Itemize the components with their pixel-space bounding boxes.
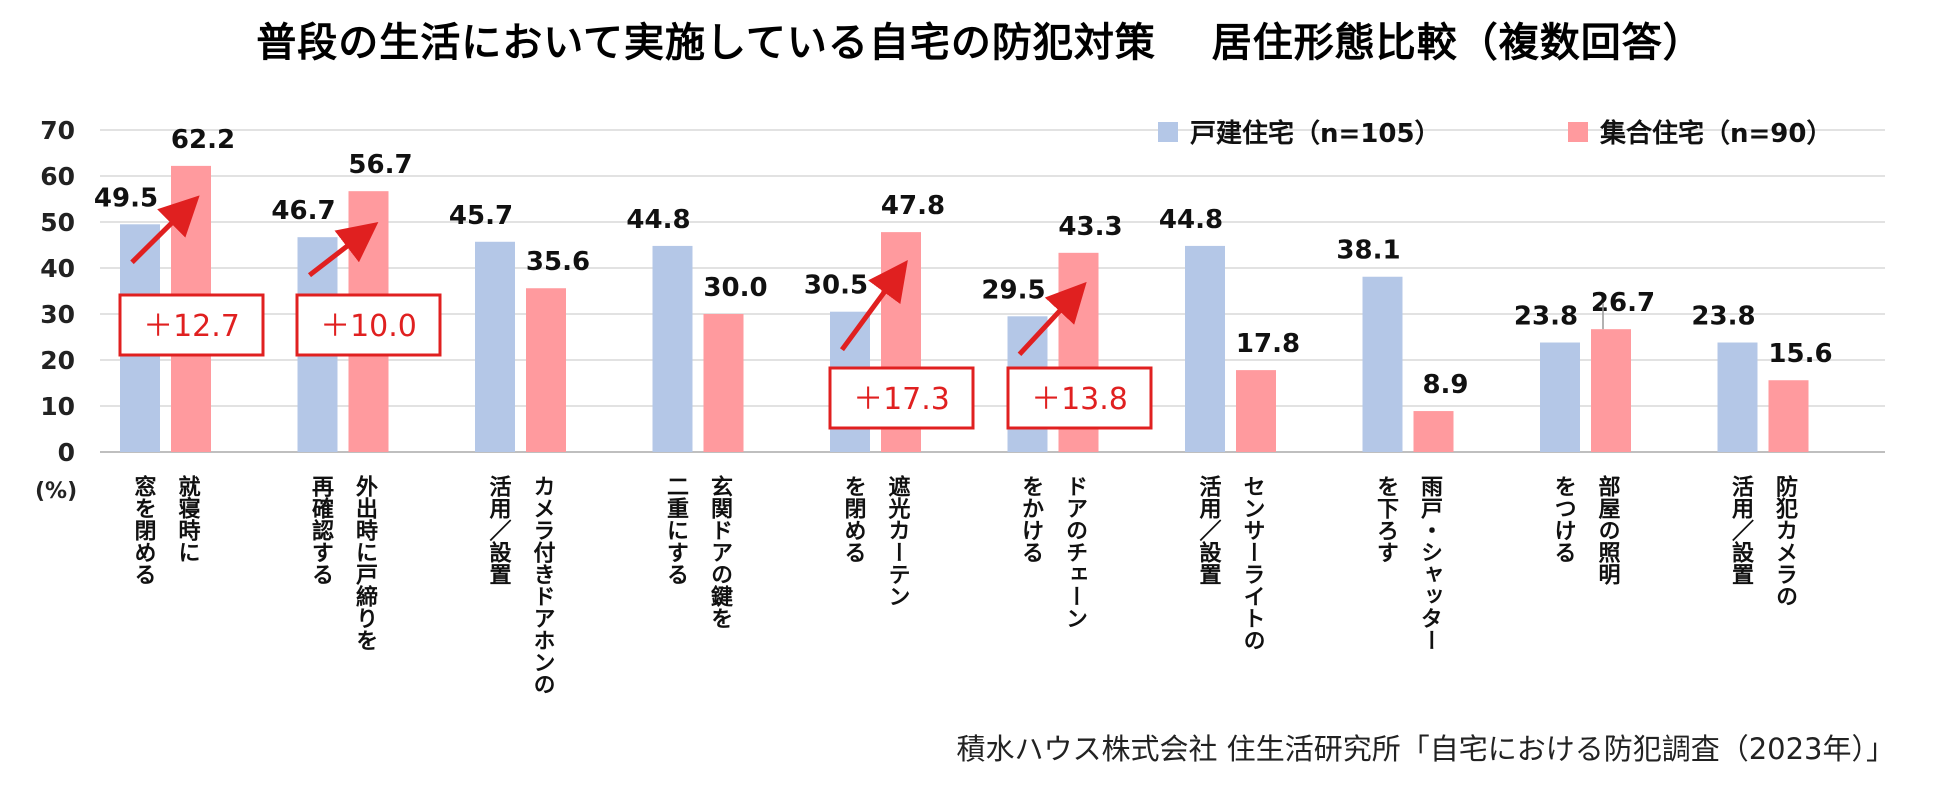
data-label: 38.1 <box>1336 236 1400 266</box>
data-label: 45.7 <box>449 201 513 231</box>
bar-detached-house <box>1362 276 1403 452</box>
category-label: 部屋の照明 <box>1595 474 1621 586</box>
difference-label: ＋17.3 <box>853 382 950 417</box>
category-label: 防犯カメラの <box>1772 475 1799 607</box>
category-label: 再確認する <box>308 475 334 585</box>
category-label: 活用／設置 <box>486 475 512 585</box>
chart-title: 普段の生活において実施している自宅の防犯対策 居住形態比較（複数回答） <box>256 20 1704 66</box>
bar-detached-house <box>1717 342 1758 452</box>
bar-apartment <box>703 314 744 452</box>
category-label: ドアのチェーン <box>1062 475 1087 629</box>
data-label: 23.8 <box>1514 302 1578 332</box>
data-label: 44.8 <box>1159 205 1223 235</box>
legend-label: 戸建住宅（n=105） <box>1190 118 1441 149</box>
y-tick-label: 50 <box>40 208 75 237</box>
bar-detached-house <box>652 245 693 452</box>
bar-apartment <box>1768 380 1809 452</box>
data-label: 8.9 <box>1422 370 1468 400</box>
category-label: 活用／設置 <box>1196 475 1222 585</box>
y-tick-label: 30 <box>40 300 75 329</box>
y-tick-label: 40 <box>40 254 75 283</box>
source-note: 積水ハウス株式会社 住生活研究所「自宅における防犯調査（2023年）」 <box>956 732 1895 766</box>
difference-box <box>828 366 975 430</box>
data-label: 35.6 <box>526 247 590 277</box>
data-label: 47.8 <box>881 191 945 221</box>
bar-apartment <box>526 288 566 452</box>
bar-apartment <box>1236 370 1276 452</box>
category-label: 二重にする <box>663 475 689 585</box>
difference-box <box>118 293 265 357</box>
difference-box <box>1006 366 1153 430</box>
bar-detached-house <box>1185 245 1225 452</box>
data-label: 56.7 <box>348 150 412 180</box>
category-label: をつける <box>1551 475 1576 563</box>
y-tick-label: 20 <box>40 346 75 375</box>
category-label: 玄関ドアの鍵を <box>707 474 733 629</box>
data-label: 30.5 <box>804 271 868 301</box>
category-label: センサーライトの <box>1240 475 1265 651</box>
increase-arrow <box>130 195 200 265</box>
data-label: 17.8 <box>1236 329 1300 359</box>
bar-detached-house <box>475 241 515 452</box>
legend: 戸建住宅（n=105） 集合住宅（n=90） <box>1158 118 1832 149</box>
data-label: 29.5 <box>981 275 1045 305</box>
y-axis-unit: (%) <box>35 479 77 504</box>
bar-detached-house <box>1540 342 1580 452</box>
category-label: 就寝時に <box>175 474 201 563</box>
category-label: 活用／設置 <box>1728 475 1754 585</box>
difference-label: ＋13.8 <box>1031 382 1128 417</box>
annotations: ＋12.7 ＋10.0 ＋17.3 ＋13.8 <box>118 195 1153 430</box>
category-label: をかける <box>1018 475 1043 563</box>
y-tick-label: 70 <box>40 116 75 145</box>
y-tick-label: 0 <box>58 438 75 467</box>
y-tick-label: 60 <box>40 162 75 191</box>
y-tick-label: 10 <box>40 392 75 421</box>
category-label: 窓を閉める <box>131 474 157 585</box>
bar-apartment <box>1591 329 1631 452</box>
category-label: 外出時に戸締りを <box>352 474 378 651</box>
difference-label: ＋12.7 <box>143 309 240 344</box>
increase-arrow <box>839 260 908 352</box>
value-labels: 49.5 62.2 46.7 56.7 45.7 35.6 44.8 30.0 30.5 47.8… <box>94 125 1833 400</box>
data-label: 23.8 <box>1691 302 1755 332</box>
data-label: 46.7 <box>271 196 335 226</box>
data-label: 26.7 <box>1591 288 1655 318</box>
bar-apartment <box>1413 411 1454 452</box>
data-label: 15.6 <box>1768 339 1832 369</box>
data-label: 49.5 <box>94 183 158 213</box>
legend-label: 集合住宅（n=90） <box>1599 118 1832 149</box>
increase-arrow <box>307 222 379 278</box>
category-label: カメラ付きドアホンの <box>530 475 556 695</box>
legend-swatch-apartment <box>1568 122 1588 142</box>
difference-label: ＋10.0 <box>320 309 417 344</box>
category-label: 雨戸・シャッター <box>1417 475 1443 651</box>
data-label: 62.2 <box>171 125 235 155</box>
category-label: を下ろす <box>1373 475 1399 563</box>
data-label: 44.8 <box>626 205 690 235</box>
category-label: を閉める <box>841 475 866 563</box>
category-label: 遮光カーテン <box>885 474 912 607</box>
difference-box <box>295 293 442 357</box>
increase-arrow <box>1017 281 1087 356</box>
data-label: 43.3 <box>1058 212 1122 242</box>
legend-swatch-detached-house <box>1158 122 1178 142</box>
data-label: 30.0 <box>703 273 767 303</box>
